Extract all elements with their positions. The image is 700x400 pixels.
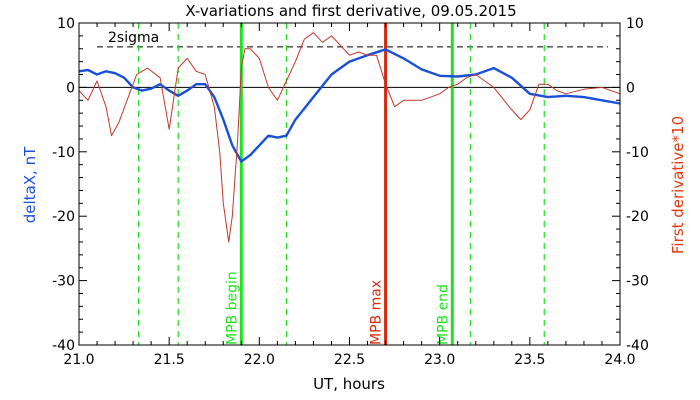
series-group [78, 32, 621, 243]
x-tick-label: 24.0 [604, 352, 635, 368]
y-tick-label-right: 0 [626, 80, 635, 96]
y-tick-label-right: -40 [626, 338, 649, 354]
x-tick-label: 23.0 [424, 352, 455, 368]
y-tick-label-left: 0 [66, 80, 75, 96]
y-tick-label-right: -30 [626, 274, 649, 290]
x-axis-title: UT, hours [313, 375, 385, 393]
marker-label-mpb-max: MPB max [369, 280, 385, 345]
deltax-series-line [78, 48, 621, 163]
x-tick-label: 22.0 [244, 352, 275, 368]
y-axis-title-right: First derivative*10 [669, 116, 687, 254]
y-axis-title-left: deltaX, nT [21, 146, 39, 223]
y-tick-label-left: -40 [52, 338, 75, 354]
x-tick-label: 21.0 [63, 352, 94, 368]
vertical-markers: MPB begin MPB max MPB end [137, 23, 545, 345]
y-tick-label-left: -20 [52, 209, 75, 225]
y-tick-label-right: 10 [626, 16, 644, 32]
y-tick-label-left: -30 [52, 274, 75, 290]
x-tick-label: 22.5 [334, 352, 365, 368]
y-tick-label-left: 10 [57, 16, 75, 32]
plot-area [79, 46, 620, 88]
marker-label-mpb-end: MPB end [435, 284, 451, 345]
chart-title: X-variations and first derivative, 09.05… [185, 2, 516, 20]
y-tick-label-right: -10 [626, 145, 649, 161]
x-tick-label: 23.5 [514, 352, 545, 368]
marker-label-mpb-begin: MPB begin [224, 271, 240, 345]
sigma-label: 2sigma [108, 30, 159, 46]
axis-ticks: 21.0 21.5 22.0 22.5 23.0 23.5 24.0 10 10 0 0 -10 -10… [52, 16, 649, 368]
derivative-series-line [78, 32, 621, 243]
x-tick-label: 21.5 [154, 352, 185, 368]
y-tick-label-right: -20 [626, 209, 649, 225]
y-tick-label-left: -10 [52, 145, 75, 161]
